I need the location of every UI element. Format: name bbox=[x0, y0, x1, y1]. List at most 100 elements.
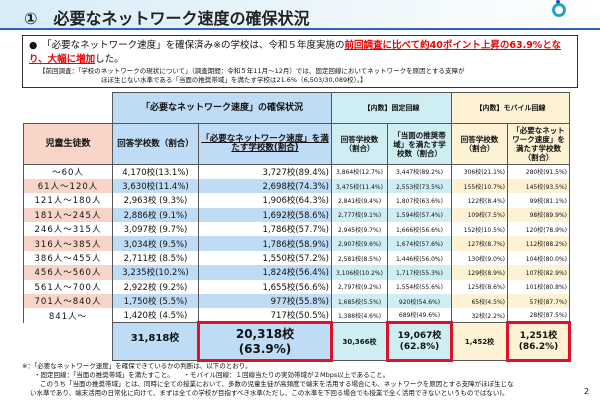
cell-students: 181人～245人 bbox=[23, 207, 113, 223]
cell-students: 316人～385人 bbox=[23, 236, 113, 251]
table-row: 61人～120人 3,630校(11.4%) 2,698校(74.3%) 3,475校… bbox=[23, 178, 570, 194]
cell-mobile-met: 145校(93.5%) bbox=[507, 178, 570, 194]
cell-fixed-responding: 1,388校(4.6%) bbox=[331, 308, 388, 323]
cell-fixed-responding: 2,907校(9.6%) bbox=[331, 236, 388, 251]
cell-mobile-responding: 155校(10.7%) bbox=[451, 178, 508, 194]
cell-mobile-met: 104校(80.0%) bbox=[507, 250, 570, 266]
cell-fixed-met: 1,446校(56.0%) bbox=[387, 250, 452, 266]
cell-met: 3,727校(89.4%) bbox=[198, 164, 332, 179]
table-row: 561人～700人 2,922校 (9.2%) 1,655校(56.6%) 2,797… bbox=[23, 279, 570, 295]
summary-text: 「必要なネットワーク速度」を確保済み※の学校は、令和５年度実施の bbox=[46, 40, 345, 51]
cell-mobile-met: 98校(89.9%) bbox=[507, 207, 570, 223]
total-fixed-met-percent: (62.8%) bbox=[399, 341, 440, 352]
footnote-line: このうち「当面の推奨帯域」とは、同時に全ての授業において、多数の児童生徒が高頻度… bbox=[40, 380, 514, 388]
cell-responding: 2,922校 (9.2%) bbox=[112, 279, 199, 295]
page-number: 2 bbox=[584, 387, 590, 396]
cell-mobile-met: 101校(80.8%) bbox=[507, 279, 570, 295]
total-mobile-met-percent: (86.2%) bbox=[518, 341, 559, 352]
table-row: 181人～245人 2,886校 (9.1%) 1,692校(58.6%) 2,777… bbox=[23, 207, 570, 223]
cell-met: 1,655校(56.6%) bbox=[198, 279, 332, 295]
cell-fixed-responding: 1,685校(5.5%) bbox=[331, 294, 388, 309]
cell-fixed-met: 2,553校(73.5%) bbox=[387, 178, 452, 194]
cell-met: 977校(55.8%) bbox=[198, 294, 332, 309]
cell-met: 1,786校(58.9%) bbox=[198, 236, 332, 251]
total-responding: 31,818校 bbox=[112, 322, 199, 362]
cell-met: 1,550校(57.2%) bbox=[198, 250, 332, 266]
network-speed-table: 「必要なネットワーク速度」の確保状況 【内数】固定回線 【内数】モバイル回線 児… bbox=[23, 92, 571, 363]
title-bar: ① 必要なネットワーク速度の確保状況 bbox=[0, 0, 600, 30]
cell-mobile-met: 57校(87.7%) bbox=[507, 294, 570, 309]
cell-students: 701人～840人 bbox=[23, 294, 113, 309]
cell-responding: 4,170校(13.1%) bbox=[112, 164, 199, 179]
cell-mobile-responding: 122校(8.4%) bbox=[451, 193, 508, 208]
cell-responding: 1,750校 (5.5%) bbox=[112, 294, 199, 309]
cell-met: 1,786校(57.7%) bbox=[198, 222, 332, 237]
cell-fixed-responding: 2,581校(8.5%) bbox=[331, 250, 388, 266]
cell-fixed-responding: 3,864校(12.7%) bbox=[331, 164, 388, 179]
footnote: ※：「必要なネットワーク速度」を確保できているかの判断は、以下のとおり。 ・固定… bbox=[22, 362, 597, 398]
cell-students: 841人～ bbox=[23, 308, 113, 323]
cell-fixed-responding: 2,841校(9.4%) bbox=[331, 193, 388, 208]
table-row: 246人～315人 3,097校 (9.7%) 1,786校(57.7%) 2,945… bbox=[23, 222, 570, 237]
cell-fixed-met: 1,674校(57.6%) bbox=[387, 236, 452, 251]
cell-responding: 3,235校(10.2%) bbox=[112, 265, 199, 280]
total-fixed-met-count: 19,067校 bbox=[397, 330, 442, 341]
page-title: ① 必要なネットワーク速度の確保状況 bbox=[24, 9, 310, 28]
cell-fixed-met: 1,807校(63.6%) bbox=[387, 193, 452, 208]
cell-fixed-responding: 3,475校(11.4%) bbox=[331, 178, 388, 194]
cell-fixed-responding: 3,106校(10.2%) bbox=[331, 265, 388, 280]
total-fixed-met: 19,067校 (62.8%) bbox=[386, 321, 453, 363]
cell-responding: 3,097校 (9.7%) bbox=[112, 222, 199, 237]
cell-responding: 2,963校 (9.3%) bbox=[112, 193, 199, 208]
logo-ring-icon bbox=[552, 3, 566, 17]
cell-met: 2,698校(74.3%) bbox=[198, 178, 332, 194]
total-met-count: 20,318校 bbox=[235, 326, 295, 341]
empty-corner bbox=[24, 93, 113, 124]
cell-mobile-met: 112校(88.2%) bbox=[507, 236, 570, 251]
footnote-line: ※：「必要なネットワーク速度」を確保できているかの判断は、以下のとおり。 bbox=[22, 362, 252, 370]
cell-mobile-met: 28校(87.5%) bbox=[507, 308, 570, 323]
total-fixed-responding: 30,366校 bbox=[331, 322, 388, 362]
col-header-mobile-met: 「必要なネットワーク速度」を満たす学校数（割合） bbox=[507, 123, 570, 165]
table-row: 316人～385人 3,034校 (9.5%) 1,786校(58.9%) 2,907… bbox=[23, 236, 570, 251]
cell-mobile-met: 120校(78.9%) bbox=[507, 222, 570, 237]
table-row: 841人～ 1,420校 (4.5%) 717校(50.5%) 1,388校(4.6%… bbox=[23, 308, 570, 323]
group-header-overall: 「必要なネットワーク速度」の確保状況 bbox=[112, 92, 332, 124]
table-row: ～60人 4,170校(13.1%) 3,727校(89.4%) 3,864校(12.… bbox=[23, 164, 570, 179]
summary-box: ● 「必要なネットワーク速度」を確保済み※の学校は、令和５年度実施の前回調査に比… bbox=[22, 35, 578, 88]
bullet-icon: ● bbox=[29, 40, 38, 51]
col-header-fixed-responding: 回答学校数（割合） bbox=[331, 123, 388, 165]
cell-met: 717校(50.5%) bbox=[198, 308, 332, 323]
logo-icon bbox=[556, 0, 560, 4]
group-header-fixed: 【内数】固定回線 bbox=[331, 92, 452, 124]
cell-students: 61人～120人 bbox=[23, 178, 113, 194]
total-empty bbox=[23, 322, 113, 361]
cell-mobile-met: 107校(82.9%) bbox=[507, 265, 570, 280]
cell-fixed-met: 1,717校(55.3%) bbox=[387, 265, 452, 280]
cell-mobile-responding: 32校(2.2%) bbox=[451, 308, 508, 323]
cell-mobile-responding: 306校(21.1%) bbox=[451, 164, 508, 179]
total-met: 20,318校 (63.9%) bbox=[197, 321, 333, 363]
col-header-met: 「必要なネットワーク速度」を満たす学校数(割合) bbox=[198, 123, 332, 165]
summary-highlight: 前回調査に比べて約40ポイント上昇の63.9%となり、大幅に増加 bbox=[29, 40, 562, 65]
cell-mobile-responding: 152校(10.5%) bbox=[451, 222, 508, 237]
cell-fixed-responding: 2,797校(9.2%) bbox=[331, 279, 388, 295]
total-mobile-met-count: 1,251校 bbox=[519, 330, 558, 341]
previous-survey-note: 【前回調査：「学校のネットワークの現状について」（調査期間：令和５年11月～12… bbox=[39, 67, 465, 75]
cell-mobile-responding: 125校(8.6%) bbox=[451, 279, 508, 295]
col-header-responding: 回答学校数（割合） bbox=[112, 123, 199, 165]
col-header-mobile-responding: 回答学校数（割合） bbox=[451, 123, 508, 165]
cell-responding: 2,886校 (9.1%) bbox=[112, 207, 199, 223]
table-row: 701人～840人 1,750校 (5.5%) 977校(55.8%) 1,685校(… bbox=[23, 294, 570, 309]
cell-students: 456人～560人 bbox=[23, 265, 113, 280]
col-header-students: 児童生徒数 bbox=[23, 123, 113, 165]
cell-students: 121人～180人 bbox=[23, 193, 113, 208]
cell-mobile-met: 280校(91.5%) bbox=[507, 164, 570, 179]
cell-fixed-responding: 2,945校(9.7%) bbox=[331, 222, 388, 237]
cell-responding: 3,034校 (9.5%) bbox=[112, 236, 199, 251]
total-mobile-met: 1,251校 (86.2%) bbox=[506, 321, 571, 363]
cell-fixed-met: 1,554校(55.6%) bbox=[387, 279, 452, 295]
cell-students: 386人～455人 bbox=[23, 250, 113, 266]
footnote-line: い水準であり、端末活用の日常化に向けて、まずは全ての学校が目指すべき水準(ただし… bbox=[30, 389, 509, 397]
cell-mobile-met: 99校(81.1%) bbox=[507, 193, 570, 208]
